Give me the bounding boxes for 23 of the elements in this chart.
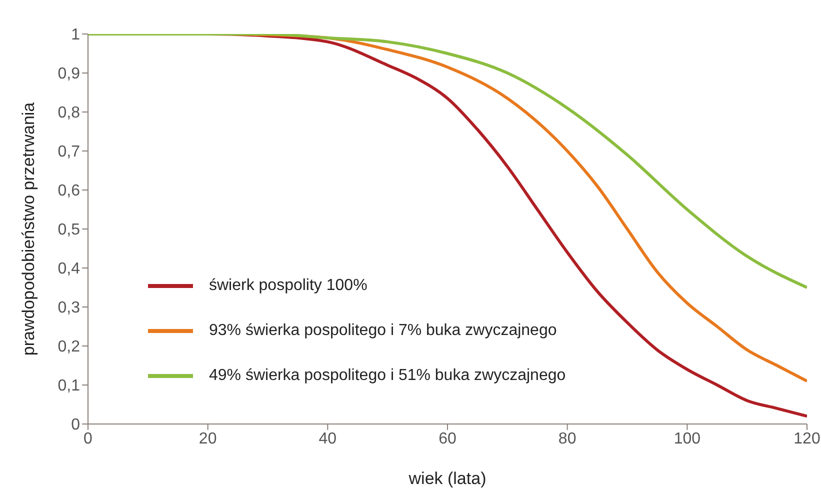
y-tick-label: 0,6 xyxy=(58,182,80,200)
x-tick-label: 20 xyxy=(198,430,217,448)
x-tick-label: 60 xyxy=(438,430,456,448)
y-tick-label: 0,5 xyxy=(58,222,80,239)
y-tick-label: 0,9 xyxy=(58,66,80,83)
legend-label: 49% świerka pospolitego i 51% buka zwyczajnego xyxy=(209,366,566,384)
x-tick-label: 0 xyxy=(84,430,93,448)
x-tick-label: 120 xyxy=(794,430,820,448)
y-tick-label: 1 xyxy=(71,26,80,44)
y-tick-label: 0,1 xyxy=(58,378,80,395)
y-tick-label: 0,4 xyxy=(58,260,80,278)
y-tick-label: 0,2 xyxy=(58,338,80,356)
y-tick-label: 0,3 xyxy=(58,300,80,317)
x-tick-label: 80 xyxy=(558,430,576,448)
y-tick-label: 0,8 xyxy=(58,104,80,122)
legend-label: 93% świerka pospolitego i 7% buka zwyczajnego xyxy=(209,322,557,340)
x-tick-label: 40 xyxy=(318,430,337,448)
x-tick-label: 100 xyxy=(674,430,701,448)
y-axis-title: prawdopodobieństwo przetrwania xyxy=(19,102,38,356)
y-tick-label: 0,7 xyxy=(58,144,80,161)
y-tick-label: 0 xyxy=(71,416,80,434)
legend-label: świerk pospolity 100% xyxy=(209,276,368,294)
x-axis-title: wiek (lata) xyxy=(408,469,486,488)
